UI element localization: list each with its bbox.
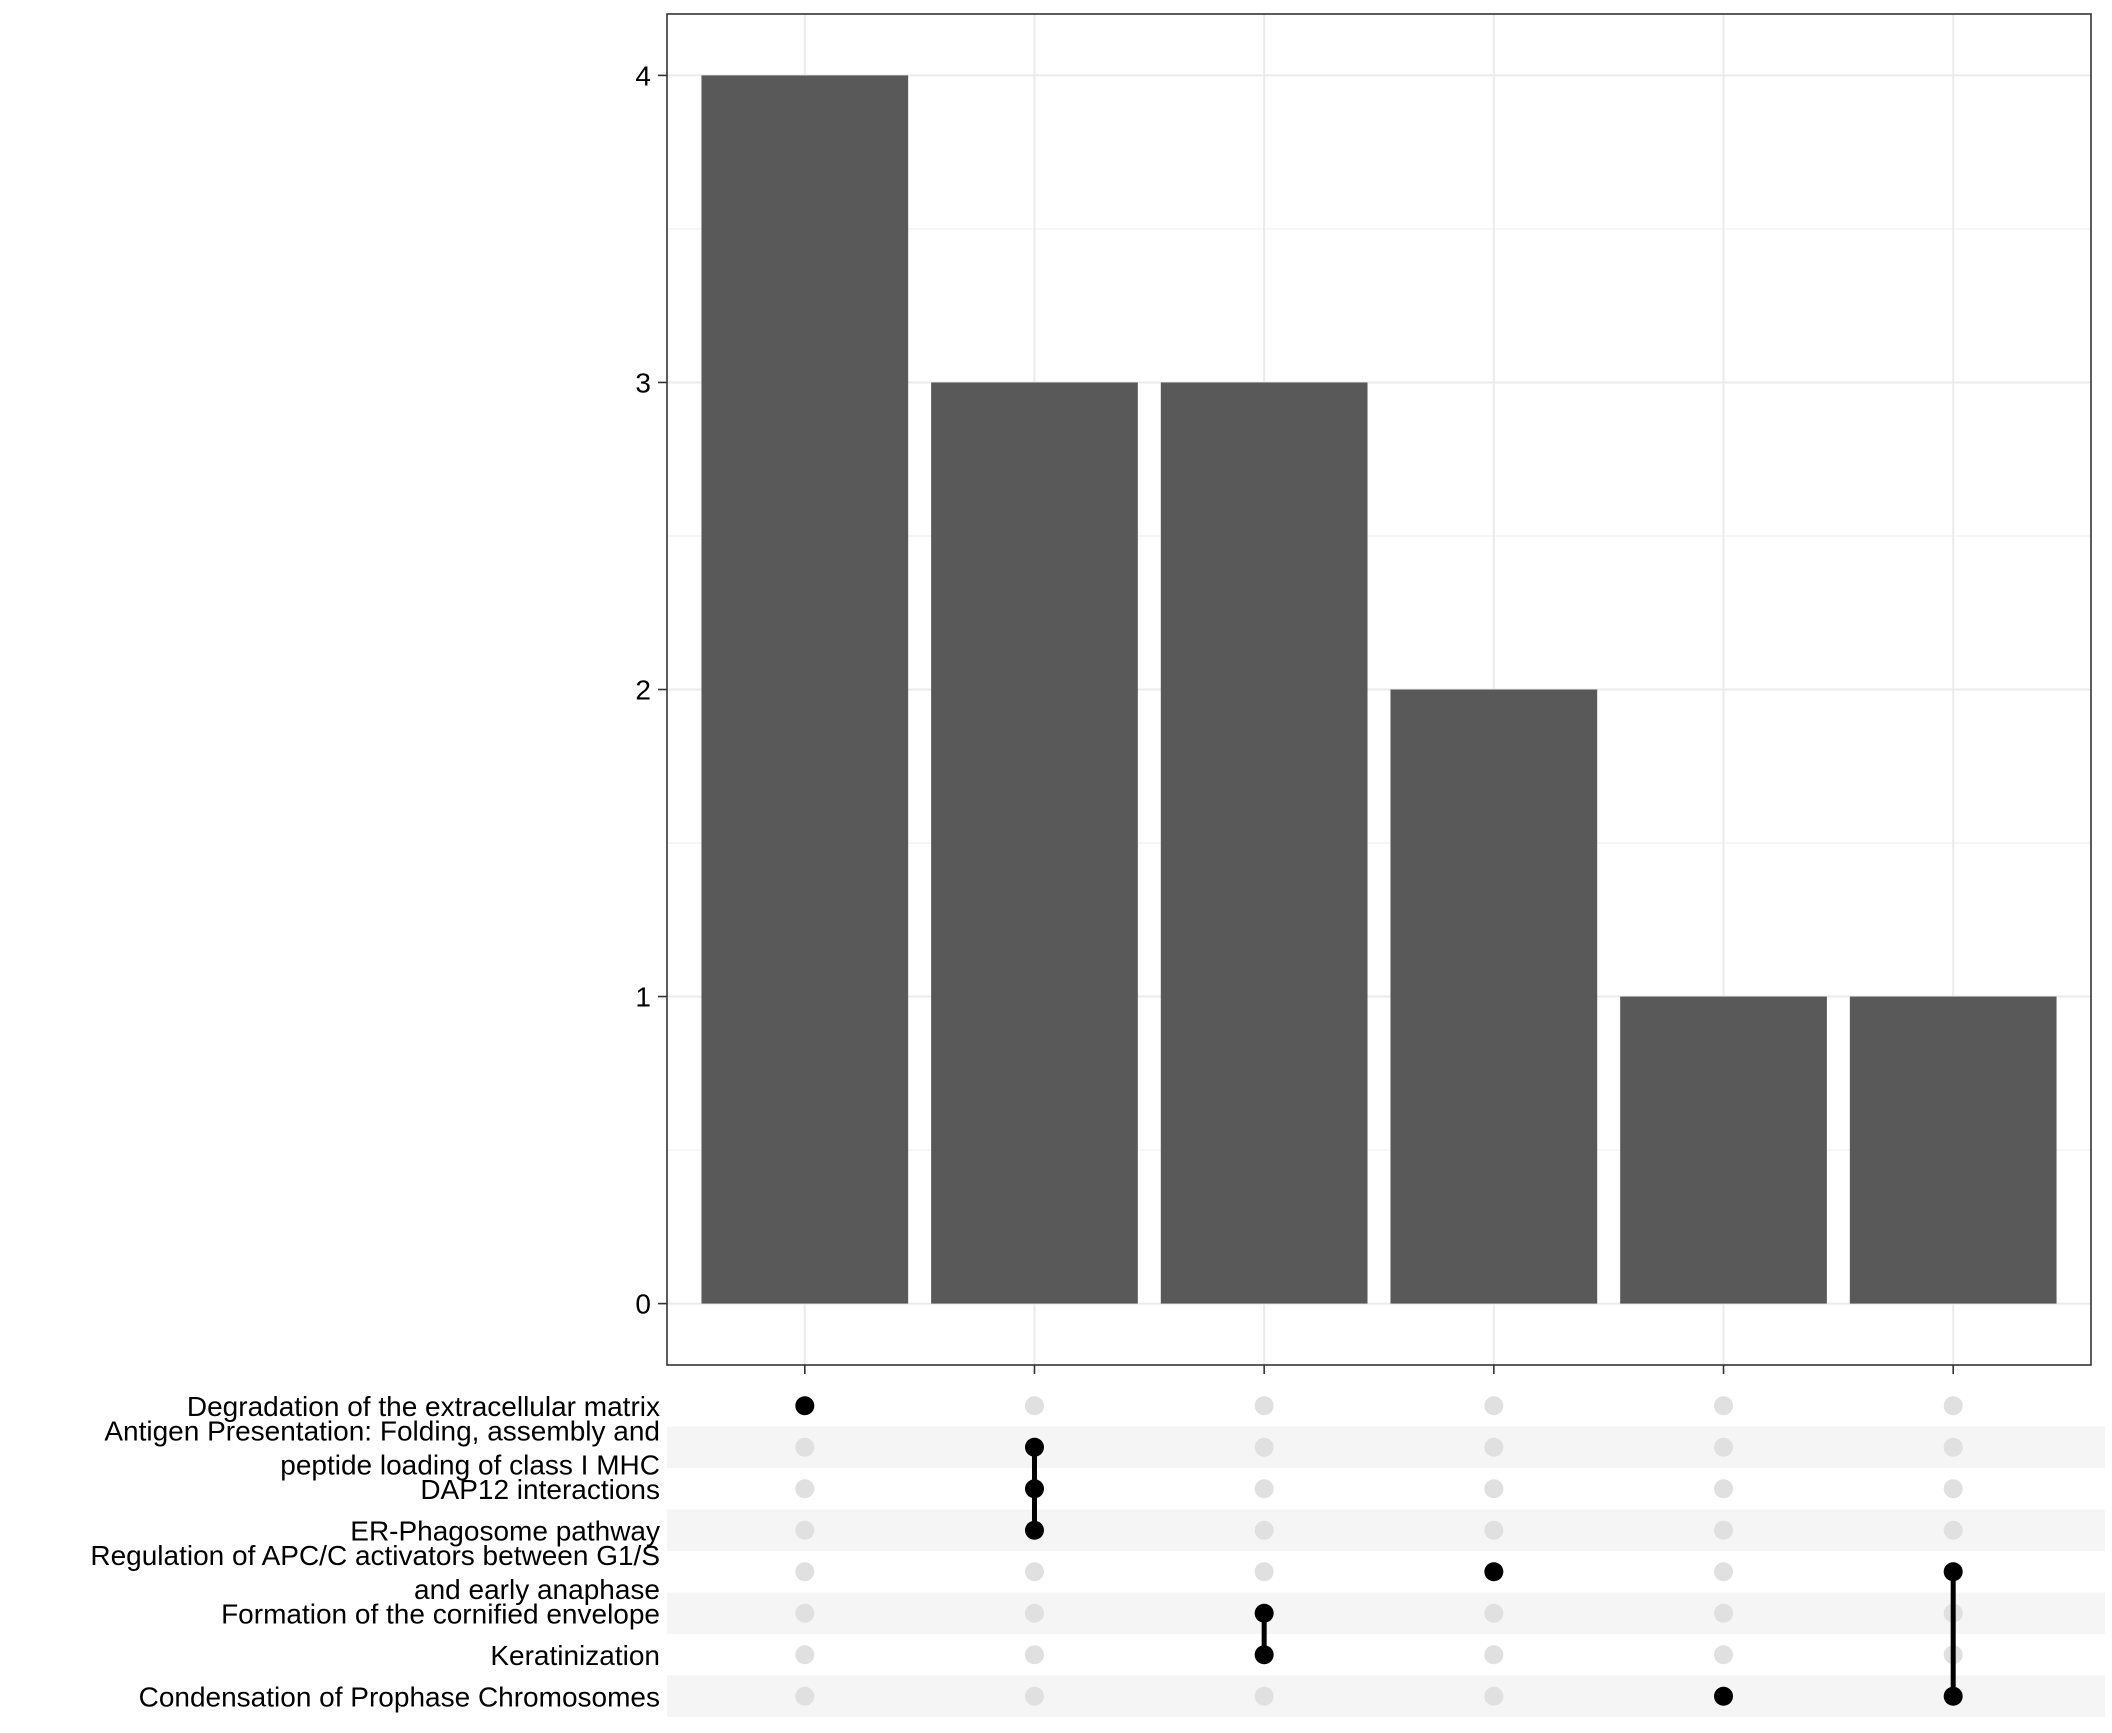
matrix-dot-inactive: [1484, 1603, 1504, 1623]
set-label: and early anaphase: [414, 1574, 660, 1605]
matrix-dot-inactive: [1024, 1686, 1044, 1706]
set-label: peptide loading of class I MHC: [280, 1449, 660, 1480]
y-tick-label: 1: [635, 982, 651, 1013]
bar-6: [1849, 996, 2057, 1304]
matrix-dot-inactive: [1943, 1520, 1963, 1540]
matrix-dot-inactive: [795, 1437, 815, 1457]
bar-1: [701, 75, 909, 1304]
bar-2: [931, 382, 1138, 1304]
matrix-dot-inactive: [795, 1479, 815, 1499]
matrix-dot-inactive: [1484, 1645, 1504, 1665]
matrix-dot-inactive: [1714, 1520, 1734, 1540]
matrix-dot-inactive: [1024, 1645, 1044, 1665]
matrix-dot-inactive: [1254, 1686, 1274, 1706]
set-label: Keratinization: [490, 1640, 660, 1671]
matrix-dot-active: [1024, 1479, 1044, 1499]
matrix-dot-inactive: [1714, 1396, 1734, 1416]
matrix-dot-inactive: [1024, 1562, 1044, 1582]
matrix-dot-inactive: [1714, 1562, 1734, 1582]
y-tick-label: 0: [635, 1289, 651, 1320]
bar-5: [1620, 996, 1827, 1304]
matrix-dot-inactive: [1254, 1520, 1274, 1540]
matrix-dot-active: [1484, 1562, 1504, 1582]
matrix-dot-inactive: [1714, 1645, 1734, 1665]
matrix-dot-inactive: [1484, 1686, 1504, 1706]
matrix-dot-inactive: [1024, 1396, 1044, 1416]
matrix-dot-inactive: [795, 1520, 815, 1540]
matrix-dot-inactive: [1714, 1437, 1734, 1457]
matrix-dot-active: [1254, 1603, 1274, 1623]
matrix-stripe: [667, 1509, 2105, 1551]
matrix-dot-inactive: [795, 1562, 815, 1582]
bar-4: [1390, 689, 1598, 1304]
matrix-dot-inactive: [1714, 1603, 1734, 1623]
matrix-dot-active: [1024, 1520, 1044, 1540]
set-label: Degradation of the extracellular matrix: [187, 1391, 660, 1422]
y-tick-label: 3: [635, 367, 651, 398]
matrix-dot-active: [795, 1396, 815, 1416]
bar-3: [1160, 382, 1368, 1304]
matrix-dot-active: [1714, 1686, 1734, 1706]
matrix-dot-inactive: [1484, 1479, 1504, 1499]
matrix-dot-inactive: [1484, 1437, 1504, 1457]
matrix-dot-inactive: [1714, 1479, 1734, 1499]
set-label: Condensation of Prophase Chromosomes: [139, 1681, 660, 1712]
set-label: DAP12 interactions: [420, 1474, 660, 1505]
matrix-dot-inactive: [795, 1645, 815, 1665]
y-tick-label: 4: [635, 60, 651, 91]
matrix-dot-inactive: [1254, 1479, 1274, 1499]
matrix-dot-inactive: [1254, 1396, 1274, 1416]
matrix-dot-inactive: [1484, 1396, 1504, 1416]
matrix-dot-inactive: [1943, 1437, 1963, 1457]
matrix-dot-inactive: [1254, 1562, 1274, 1582]
matrix-dot-active: [1254, 1645, 1274, 1665]
matrix-stripe: [667, 1675, 2105, 1717]
set-label: ER-Phagosome pathway: [350, 1515, 660, 1546]
set-label: Regulation of APC/C activators between G…: [90, 1540, 660, 1571]
matrix-dot-inactive: [1943, 1396, 1963, 1416]
matrix-dot-active: [1943, 1686, 1963, 1706]
matrix-dot-inactive: [795, 1686, 815, 1706]
set-label: Antigen Presentation: Folding, assembly …: [104, 1415, 660, 1446]
matrix-dot-inactive: [795, 1603, 815, 1623]
matrix-dot-active: [1024, 1437, 1044, 1457]
matrix-dot-inactive: [1254, 1437, 1274, 1457]
matrix-stripe: [667, 1592, 2105, 1634]
matrix-dot-inactive: [1024, 1603, 1044, 1623]
y-tick-label: 2: [635, 675, 651, 706]
matrix-dot-active: [1943, 1562, 1963, 1582]
matrix-stripe: [667, 1426, 2105, 1468]
matrix-dot-inactive: [1943, 1479, 1963, 1499]
set-label: Formation of the cornified envelope: [221, 1598, 660, 1629]
matrix-dot-inactive: [1484, 1520, 1504, 1540]
